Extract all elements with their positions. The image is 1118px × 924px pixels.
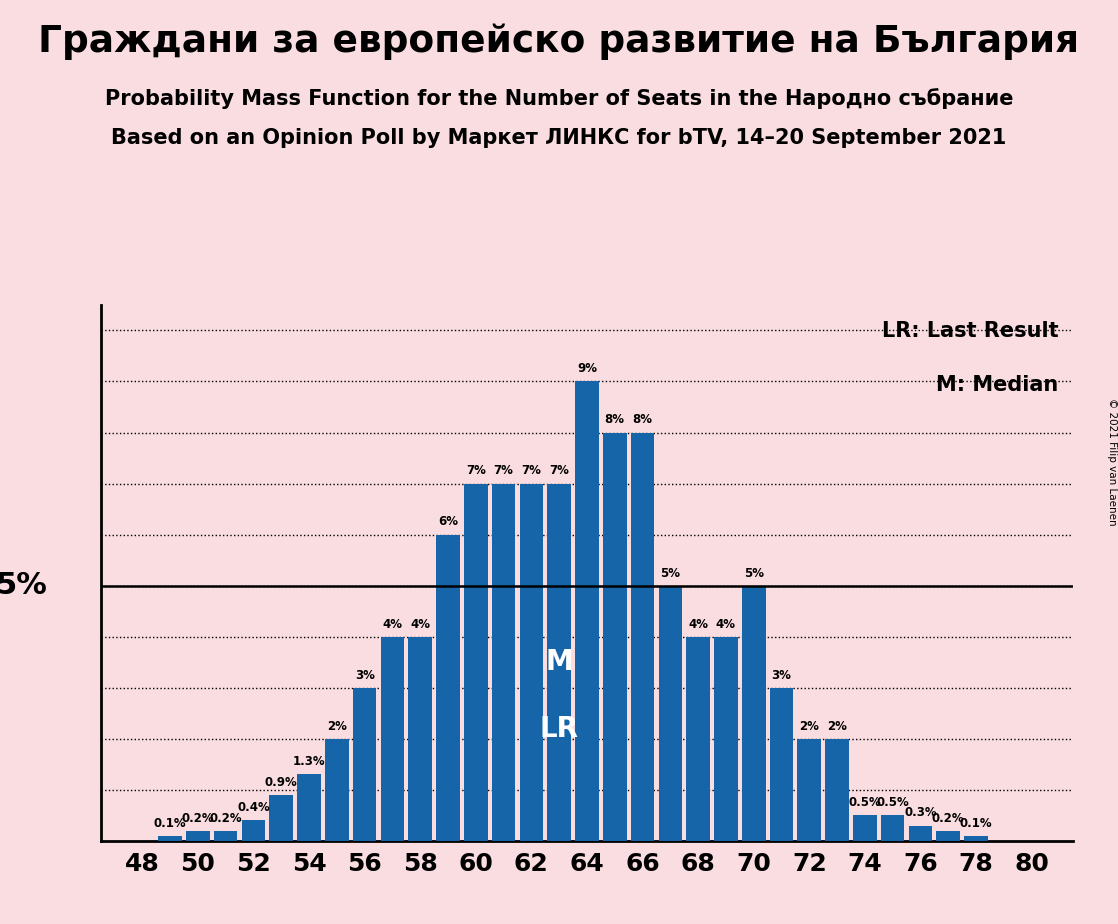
Text: 7%: 7% — [549, 465, 569, 478]
Bar — [464, 483, 487, 841]
Text: 1.3%: 1.3% — [293, 755, 325, 769]
Bar — [380, 637, 405, 841]
Bar — [797, 739, 821, 841]
Text: 0.5%: 0.5% — [849, 796, 881, 809]
Text: 4%: 4% — [382, 617, 402, 630]
Text: 5%: 5% — [0, 571, 47, 601]
Text: 7%: 7% — [466, 465, 485, 478]
Text: 6%: 6% — [438, 516, 458, 529]
Text: 7%: 7% — [521, 465, 541, 478]
Text: 9%: 9% — [577, 362, 597, 375]
Bar — [742, 586, 766, 841]
Text: 4%: 4% — [688, 617, 708, 630]
Text: 0.2%: 0.2% — [209, 811, 241, 824]
Bar — [241, 821, 265, 841]
Text: 7%: 7% — [494, 465, 513, 478]
Bar — [436, 535, 459, 841]
Text: 8%: 8% — [605, 413, 625, 426]
Text: 4%: 4% — [410, 617, 430, 630]
Text: 3%: 3% — [771, 669, 792, 682]
Bar — [686, 637, 710, 841]
Bar — [603, 432, 626, 841]
Bar — [408, 637, 432, 841]
Bar — [909, 825, 932, 841]
Bar — [881, 815, 904, 841]
Text: Based on an Opinion Poll by Маркет ЛИНКС for bTV, 14–20 September 2021: Based on an Opinion Poll by Маркет ЛИНКС… — [112, 128, 1006, 148]
Bar — [853, 815, 877, 841]
Bar — [353, 687, 377, 841]
Bar — [714, 637, 738, 841]
Text: 5%: 5% — [743, 566, 764, 579]
Text: 2%: 2% — [326, 720, 347, 733]
Text: 0.9%: 0.9% — [265, 776, 297, 789]
Text: © 2021 Filip van Laenen: © 2021 Filip van Laenen — [1108, 398, 1117, 526]
Bar — [186, 831, 210, 841]
Bar — [575, 382, 599, 841]
Bar — [631, 432, 654, 841]
Text: 2%: 2% — [799, 720, 819, 733]
Text: 0.1%: 0.1% — [154, 817, 187, 830]
Bar — [825, 739, 849, 841]
Bar — [297, 774, 321, 841]
Text: M: Median: M: Median — [937, 374, 1059, 395]
Bar — [520, 483, 543, 841]
Text: 0.5%: 0.5% — [877, 796, 909, 809]
Bar — [492, 483, 515, 841]
Text: M: M — [546, 649, 572, 676]
Text: 0.2%: 0.2% — [932, 811, 965, 824]
Text: 0.3%: 0.3% — [904, 807, 937, 820]
Bar — [937, 831, 960, 841]
Bar — [659, 586, 682, 841]
Text: 8%: 8% — [633, 413, 653, 426]
Bar — [769, 687, 794, 841]
Text: Граждани за европейско развитие на България: Граждани за европейско развитие на Бълга… — [38, 23, 1080, 60]
Text: LR: Last Result: LR: Last Result — [882, 321, 1059, 341]
Bar — [269, 795, 293, 841]
Text: 0.2%: 0.2% — [181, 811, 215, 824]
Bar — [964, 835, 988, 841]
Text: Probability Mass Function for the Number of Seats in the Народно събрание: Probability Mass Function for the Number… — [105, 88, 1013, 109]
Text: 2%: 2% — [827, 720, 847, 733]
Bar — [325, 739, 349, 841]
Bar — [159, 835, 182, 841]
Text: 0.4%: 0.4% — [237, 801, 269, 814]
Text: LR: LR — [540, 714, 579, 743]
Text: 3%: 3% — [354, 669, 375, 682]
Text: 5%: 5% — [661, 566, 681, 579]
Bar — [548, 483, 571, 841]
Bar — [214, 831, 237, 841]
Text: 0.1%: 0.1% — [959, 817, 993, 830]
Text: 4%: 4% — [716, 617, 736, 630]
